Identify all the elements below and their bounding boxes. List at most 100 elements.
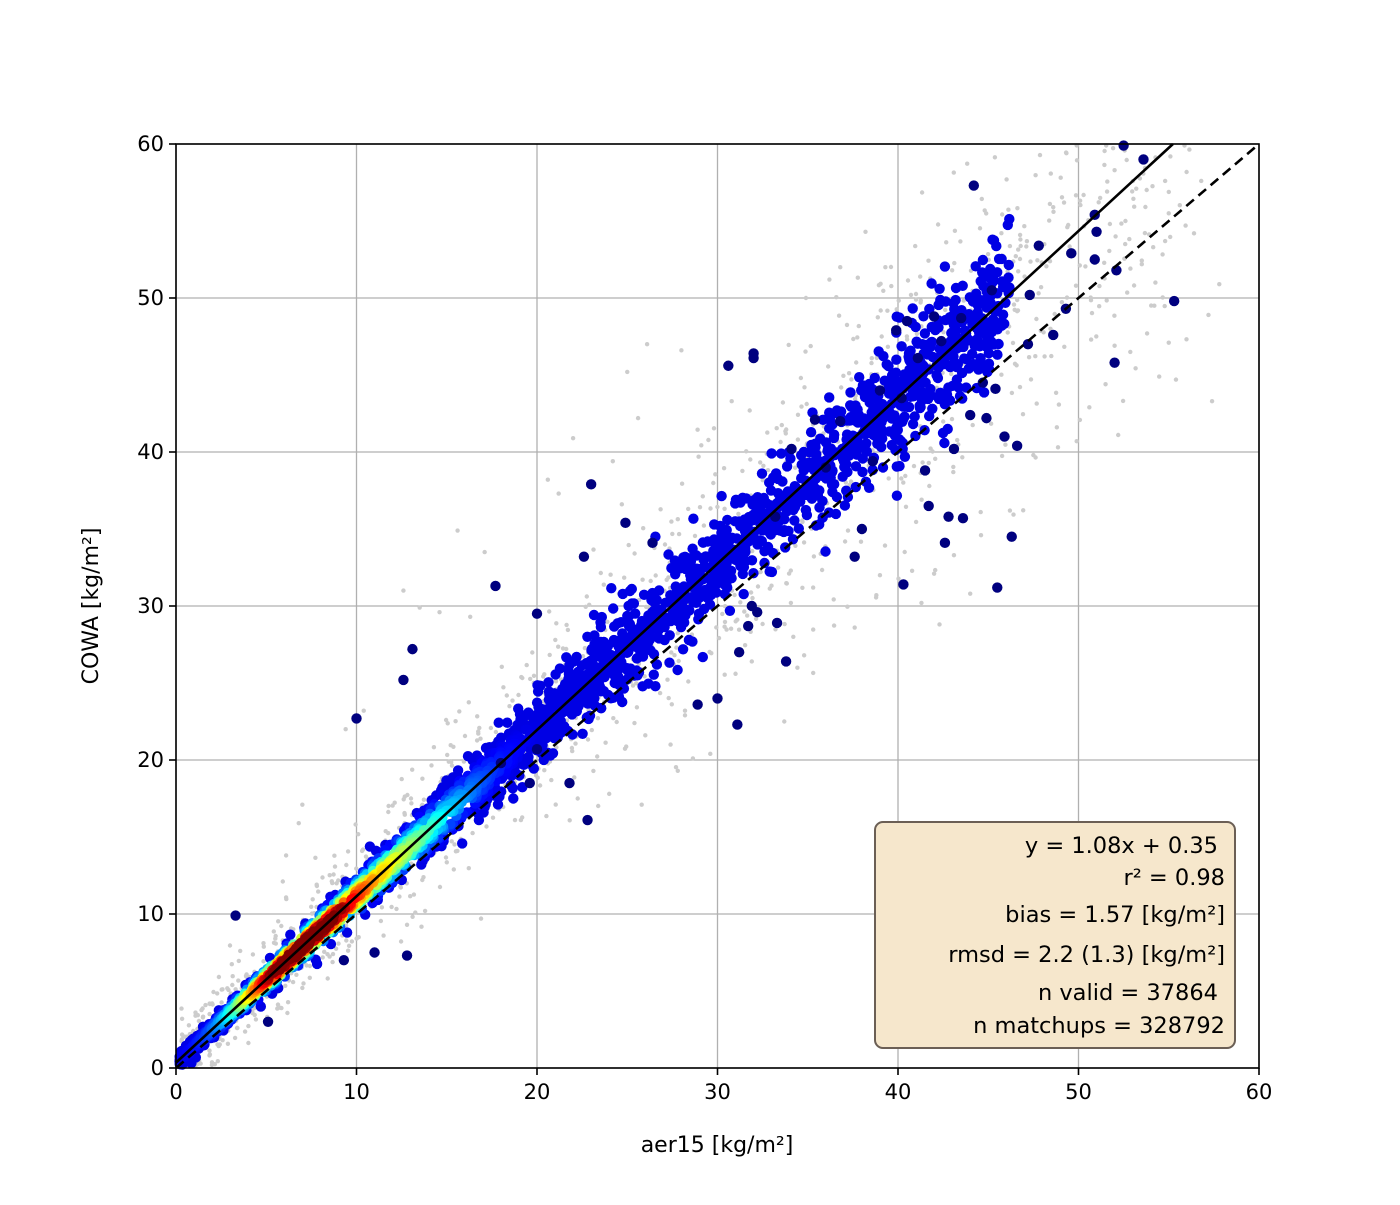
gray-point bbox=[587, 602, 592, 607]
density-point bbox=[566, 709, 578, 720]
density-point bbox=[933, 362, 944, 373]
gray-point bbox=[933, 456, 938, 461]
density-point bbox=[648, 669, 659, 680]
gray-point bbox=[611, 716, 616, 721]
gray-point bbox=[919, 600, 924, 606]
gray-point bbox=[363, 854, 369, 859]
density-point bbox=[842, 491, 854, 503]
gray-point bbox=[801, 540, 807, 545]
gray-point bbox=[1016, 269, 1021, 274]
gray-point bbox=[795, 665, 800, 670]
gray-point bbox=[504, 693, 509, 698]
gray-point bbox=[344, 938, 349, 943]
gray-point bbox=[501, 685, 506, 690]
gray-point bbox=[1038, 285, 1044, 290]
gray-point bbox=[1112, 313, 1117, 318]
gray-point bbox=[1097, 304, 1102, 309]
density-point bbox=[793, 523, 804, 534]
density-point bbox=[678, 581, 690, 592]
gray-point bbox=[1131, 196, 1136, 201]
navy-point bbox=[919, 465, 931, 476]
gray-point bbox=[869, 356, 874, 361]
gray-point bbox=[644, 604, 649, 610]
gray-point bbox=[1105, 179, 1110, 184]
gray-point bbox=[1134, 186, 1139, 191]
density-point bbox=[562, 725, 574, 737]
gray-point bbox=[1131, 283, 1137, 288]
stats-box-background bbox=[874, 821, 1236, 1049]
gray-point bbox=[420, 776, 425, 781]
gray-point bbox=[1157, 374, 1162, 379]
gray-point bbox=[1162, 303, 1167, 309]
density-point bbox=[845, 387, 856, 398]
gray-point bbox=[1037, 152, 1043, 158]
gray-point bbox=[580, 654, 586, 659]
gray-point bbox=[1033, 354, 1038, 359]
gray-point bbox=[784, 581, 789, 586]
navy-point bbox=[230, 910, 241, 921]
density-point bbox=[849, 415, 861, 426]
gray-point bbox=[918, 274, 923, 279]
gray-point bbox=[800, 518, 805, 523]
gray-point bbox=[1047, 218, 1052, 223]
navy-point bbox=[867, 456, 878, 467]
navy-point bbox=[990, 383, 1001, 395]
gray-point bbox=[215, 991, 220, 996]
gray-point bbox=[413, 910, 418, 915]
density-point bbox=[948, 351, 959, 362]
gray-point bbox=[209, 1062, 215, 1068]
gray-point bbox=[670, 531, 675, 537]
gray-point bbox=[1162, 238, 1168, 244]
y-tick-label: 50 bbox=[137, 286, 164, 310]
density-point bbox=[670, 611, 681, 623]
gray-point bbox=[556, 644, 561, 649]
density-point bbox=[877, 462, 889, 473]
gray-point bbox=[353, 822, 358, 827]
density-point bbox=[878, 351, 889, 362]
gray-point bbox=[398, 939, 404, 944]
gray-point bbox=[1051, 204, 1056, 210]
density-point bbox=[810, 438, 821, 449]
density-point bbox=[996, 253, 1007, 265]
density-point bbox=[957, 280, 968, 291]
gray-point bbox=[744, 449, 749, 454]
density-point bbox=[606, 583, 617, 594]
navy-point bbox=[1091, 226, 1102, 237]
gray-point bbox=[1097, 283, 1102, 289]
gray-point bbox=[215, 1059, 220, 1064]
gray-point bbox=[800, 585, 805, 590]
navy-point bbox=[742, 620, 754, 632]
density-point bbox=[549, 732, 560, 744]
gray-point bbox=[879, 334, 884, 339]
gray-point bbox=[530, 650, 535, 655]
identity-line bbox=[175, 143, 1260, 1069]
density-point bbox=[682, 557, 693, 568]
gray-point bbox=[682, 713, 688, 718]
gray-point bbox=[736, 511, 741, 517]
gray-point bbox=[686, 506, 691, 512]
density-point bbox=[992, 349, 1003, 360]
gray-point bbox=[732, 592, 737, 598]
gray-point bbox=[1000, 212, 1005, 217]
gray-point bbox=[1144, 187, 1149, 193]
density-point bbox=[907, 418, 919, 430]
gray-point bbox=[196, 1018, 202, 1024]
density-point bbox=[636, 615, 648, 627]
gray-point bbox=[765, 430, 770, 435]
density-point bbox=[809, 483, 821, 494]
density-point bbox=[904, 355, 915, 367]
gray-point bbox=[379, 905, 385, 910]
gray-point bbox=[285, 1010, 290, 1016]
gray-point bbox=[706, 437, 711, 443]
density-point bbox=[894, 312, 905, 323]
gray-point bbox=[909, 568, 915, 573]
gray-point bbox=[951, 469, 956, 475]
gray-point bbox=[333, 946, 339, 951]
gray-point bbox=[1056, 402, 1062, 407]
y-tick-label: 10 bbox=[137, 902, 164, 926]
gray-point bbox=[937, 622, 942, 627]
gray-point bbox=[658, 507, 663, 512]
gray-point bbox=[219, 1000, 224, 1005]
density-point bbox=[872, 438, 883, 449]
gray-point bbox=[1123, 218, 1128, 224]
